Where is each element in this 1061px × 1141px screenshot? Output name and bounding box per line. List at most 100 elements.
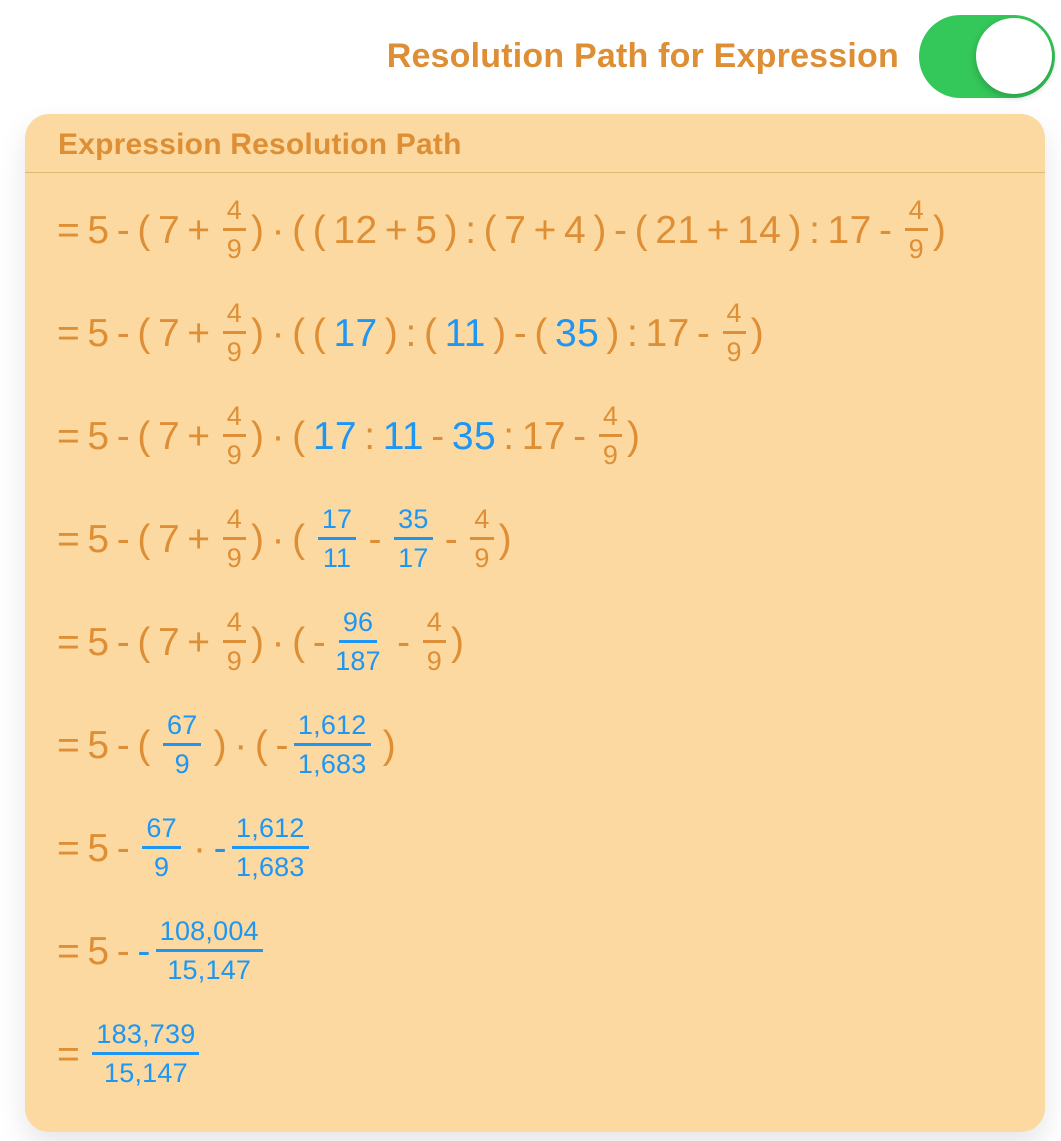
fraction-numerator: 96 [338,607,378,643]
equation-text: - [389,620,418,664]
fraction-numerator: 4 [598,401,623,437]
equation-text: ) · ( [250,414,313,458]
equation-text: = 5 - ( 7 + [57,208,218,252]
fraction-numerator: 108,004 [155,916,263,952]
equation-text: ) [375,723,397,767]
fraction-denominator: 9 [726,337,742,367]
equation-text: 35 [554,311,600,355]
fraction: 183,739 15,147 [92,1019,200,1088]
fraction-numerator: 183,739 [92,1019,200,1055]
fraction-denominator: 9 [153,852,170,882]
fraction-denominator: 9 [226,543,242,573]
equation-text: - [213,826,228,870]
fraction-denominator: 15,147 [167,955,252,985]
fraction-numerator: 67 [162,710,202,746]
fraction: 67 9 [142,813,181,882]
equation-text: ) : 17 - [599,311,718,355]
equation-text: ) · ( ( 12 + 5 ) : ( 7 + 4 ) - ( 21 + 14… [250,208,900,252]
equation-text: = 5 - ( [57,723,158,767]
expression-step: = 5 - ( 7 + 4 9) · ( 17 11 - 35 17 - 4 9) [57,488,1033,591]
equation-text: ) · ( [250,517,313,561]
fraction-denominator: 1,683 [236,852,305,882]
fraction-denominator: 9 [226,337,242,367]
fraction-denominator: 9 [226,646,242,676]
equation-text: 11 [444,311,486,355]
equation-text: 17 [333,311,378,355]
equation-text: = 5 - [57,929,138,973]
fraction: 1,612 1,683 [293,710,371,779]
fraction-numerator: 4 [904,195,928,231]
expression-step: = 5 - ( 7 + 4 9) · ( ( 17 ) : ( 11 ) - ( … [57,282,1033,385]
toggle-row: Resolution Path for Expression [0,0,1061,104]
equation-text: 35 [451,414,497,458]
fraction: 96 187 [331,607,385,676]
fraction-numerator: 67 [142,813,181,849]
equation-text: 11 [382,414,425,458]
equation-text: ) [750,311,765,355]
toggle-knob-icon [975,18,1052,94]
expression-step: = 5 - ( 7 + 4 9) · ( 17 : 11 - 35 : 17 - … [57,385,1033,488]
equation-text: = 5 - ( 7 + [57,414,218,458]
steps-list: = 5 - ( 7 + 4 9) · ( ( 12 + 5 ) : ( 7 + 4… [25,173,1045,1132]
fraction-denominator: 9 [226,440,242,470]
fraction-numerator: 4 [222,504,246,540]
equation-text: ) · ( - [250,620,327,664]
equation-text: - [137,929,151,973]
fraction-numerator: 4 [422,607,446,643]
fraction-denominator: 11 [322,543,352,573]
fraction-denominator: 1,683 [297,749,367,779]
equation-text: ) [932,208,947,252]
equation-text: - [424,414,452,458]
fraction-numerator: 4 [222,607,246,643]
expression-resolution-card: Expression Resolution Path = 5 - ( 7 + 4… [25,114,1045,1132]
fraction-numerator: 17 [317,504,357,540]
fraction-denominator: 9 [474,543,490,573]
fraction-numerator: 1,612 [293,710,371,746]
equation-text: = 5 - ( 7 + [57,620,218,664]
expression-step: = 5 - ( 7 + 4 9) · ( -96 187 - 4 9) [57,591,1033,694]
equation-text: - [437,517,466,561]
fraction-numerator: 4 [470,504,494,540]
equation-text: ) - ( [485,311,555,355]
equation-text: = [57,1032,88,1076]
fraction-denominator: 9 [602,440,619,470]
fraction-numerator: 4 [222,195,246,231]
equation-text: ) · ( - [206,723,289,767]
fraction-numerator: 4 [222,401,246,437]
fraction-denominator: 9 [174,749,190,779]
expression-step: = 5 - ( 67 9 ) · ( -1,612 1,683 ) [57,694,1033,797]
equation-text: 17 [312,414,357,458]
fraction-denominator: 17 [398,543,429,573]
fraction-numerator: 1,612 [232,813,309,849]
equation-text: · [185,826,214,870]
equation-text: ) · ( ( [250,311,334,355]
expression-step: = 183,739 15,147 [57,1003,1033,1106]
fraction-denominator: 9 [426,646,442,676]
resolution-path-toggle[interactable] [919,14,1055,98]
fraction-numerator: 35 [394,504,433,540]
fraction: 108,004 15,147 [155,916,263,985]
expression-step: = 5 - -108,004 15,147 [57,900,1033,1003]
equation-text: = 5 - ( 7 + [57,517,218,561]
resolution-path-label: Resolution Path for Expression [386,36,899,75]
equation-text: ) [450,620,465,664]
equation-text: ) : ( [377,311,445,355]
equation-text: = 5 - [57,826,138,870]
fraction: 1,612 1,683 [232,813,309,882]
fraction-denominator: 9 [226,234,242,264]
fraction-denominator: 15,147 [104,1058,188,1088]
equation-text: ) [627,414,641,458]
equation-text: : 17 - [496,414,594,458]
equation-text: : [357,414,383,458]
equation-text: = 5 - ( 7 + [57,311,218,355]
